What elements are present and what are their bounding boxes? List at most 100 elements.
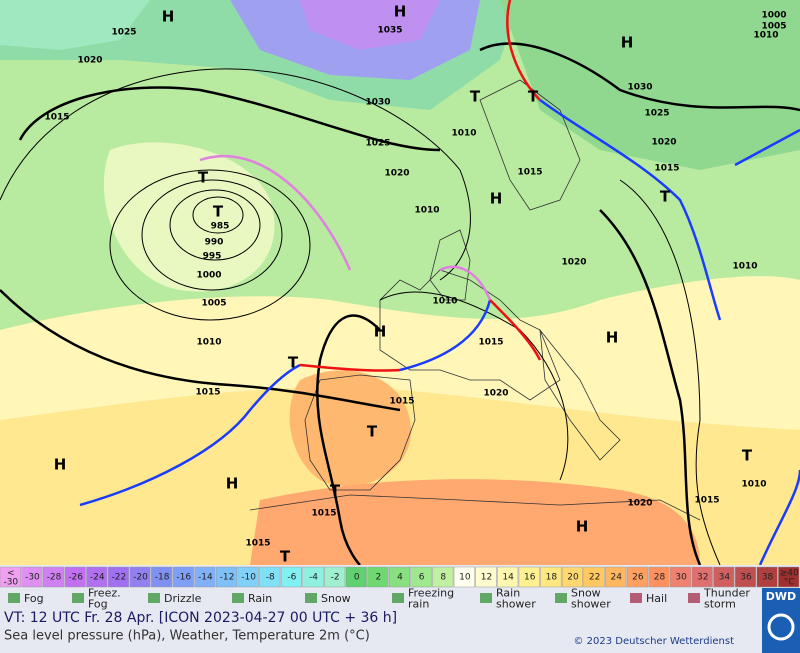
legend-symbol [232, 593, 244, 603]
legend-symbol [630, 593, 642, 603]
legend-label: Freezing rain [408, 587, 454, 611]
legend-symbol [148, 593, 160, 603]
scale-label: 2 [376, 573, 382, 583]
legend-label: Snow [321, 592, 351, 605]
pressure-label: 1005 [761, 22, 786, 32]
warm-front [299, 0, 542, 372]
scale-label: 18 [546, 573, 558, 583]
scale-cell [453, 566, 475, 588]
legend-symbol [72, 593, 84, 603]
scale-label: 6 [419, 573, 425, 583]
scale-label: ≥40 °C [780, 568, 799, 587]
scale-cell [151, 566, 173, 588]
legend-label: Thunder storm [703, 587, 750, 611]
pressure-label: 1010 [414, 206, 439, 216]
pressure-label: 1015 [389, 397, 414, 407]
pressure-label: 1010 [753, 31, 778, 41]
coastlines [249, 79, 701, 521]
weather-map: H HT9859909951000100510101015102010251030… [0, 0, 800, 565]
scale-cell [410, 566, 432, 588]
pressure-label: 1020 [483, 389, 508, 399]
pressure-center: T [367, 423, 378, 441]
pressure-center: T [528, 88, 539, 106]
legend-symbol [555, 593, 567, 603]
legend-label: Drizzle [164, 592, 202, 605]
scale-label: -18 [155, 573, 170, 583]
scale-label: -12 [220, 573, 235, 583]
scale-label: 28 [654, 573, 666, 583]
isobars-bold [0, 42, 800, 565]
scale-cell [21, 566, 43, 588]
scale-label: -16 [176, 573, 191, 583]
temperature-scale: < -30 -30 -28 -26 -24 -22 -20 -18 -16 -14 -12 -10 -8-… [0, 566, 800, 588]
scale-label: -4 [309, 573, 318, 583]
scale-cell [302, 566, 324, 588]
pressure-label: 1015 [694, 496, 719, 506]
scale-label: 36 [740, 573, 752, 583]
pressure-center: T [470, 88, 481, 106]
scale-cell [605, 566, 627, 588]
scale-label: -30 [25, 573, 40, 583]
pressure-center: H [54, 456, 67, 474]
legend-label: Snow shower [571, 587, 611, 611]
pressure-label: 1005 [201, 299, 226, 309]
weather-legend: Fog Freez. Fog Drizzle Rain Snow Freezing rain R… [8, 587, 750, 611]
scale-label: 16 [524, 573, 536, 583]
scale-cell [670, 566, 692, 588]
cold-front [79, 98, 800, 565]
pressure-label: 1015 [517, 168, 542, 178]
scale-cell [86, 566, 108, 588]
scale-label: -26 [68, 573, 83, 583]
scale-cell [561, 566, 584, 588]
scale-label: 34 [719, 573, 731, 583]
occluded-front [199, 154, 492, 301]
scale-cell [583, 566, 605, 588]
scale-cell [259, 566, 281, 588]
pressure-label: 1010 [732, 262, 757, 272]
scale-label: 24 [610, 573, 622, 583]
scale-label: 32 [697, 573, 708, 583]
scale-cell [388, 566, 411, 588]
scale-label: 20 [567, 573, 579, 583]
pressure-center: H [621, 34, 634, 52]
pressure-label: 1015 [654, 164, 679, 174]
scale-label: -20 [133, 573, 148, 583]
pressure-label: 1020 [651, 138, 676, 148]
pressure-label: 1010 [196, 338, 221, 348]
scale-label: -10 [241, 573, 256, 583]
pressure-label: 1020 [384, 169, 409, 179]
scale-cell [64, 566, 86, 588]
scale-label: 12 [481, 573, 492, 583]
legend-panel: < -30 -30 -28 -26 -24 -22 -20 -18 -16 -14 -12 -10 -8-… [0, 565, 800, 653]
pressure-label: 1030 [627, 83, 652, 93]
pressure-center: H [374, 323, 387, 341]
scale-label: 8 [440, 573, 446, 583]
scale-cell [345, 566, 367, 588]
scale-cell [280, 566, 302, 588]
pressure-center: T [213, 203, 224, 221]
pressure-center: H [162, 8, 175, 26]
scale-cell [756, 566, 778, 588]
scale-label: 0 [354, 573, 360, 583]
scale-cell [237, 566, 259, 588]
legend-label: Rain [248, 592, 272, 605]
scale-label: -22 [112, 573, 127, 583]
pressure-label: 1010 [432, 297, 457, 307]
pressure-label: 985 [211, 222, 230, 232]
copyright: © 2023 Deutscher Wetterdienst [573, 636, 734, 647]
temp-zone [300, 0, 440, 50]
valid-time: VT: 12 UTC Fr. 28 Apr. [ICON 2023-04-27 … [4, 610, 397, 626]
pressure-label: 1020 [561, 258, 586, 268]
temp-zone [0, 0, 150, 50]
legend-symbol [392, 593, 404, 603]
pressure-label: 1030 [365, 98, 390, 108]
pressure-label: 1010 [741, 480, 766, 490]
pressure-label: 1000 [761, 11, 786, 21]
legend-symbol [480, 593, 492, 603]
scale-cell [324, 566, 346, 588]
scale-label: -28 [47, 573, 62, 583]
pressure-center: T [288, 354, 299, 372]
pressure-center: T [198, 169, 209, 187]
pressure-label: 1000 [196, 271, 221, 281]
pressure-center: H [490, 190, 503, 208]
